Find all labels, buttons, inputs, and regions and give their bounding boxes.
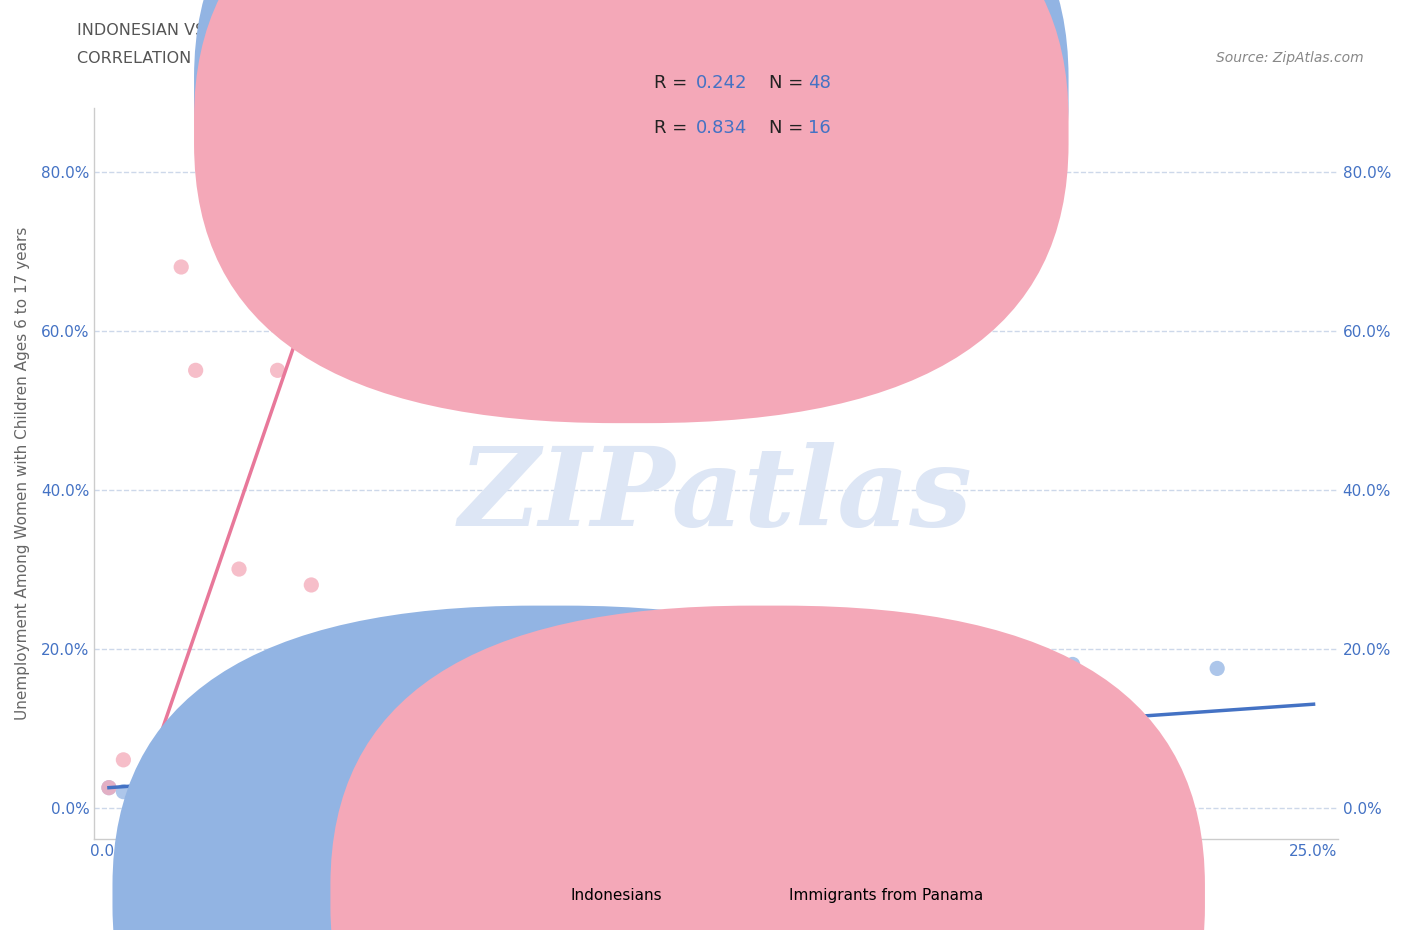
- Point: [603, 756, 626, 771]
- Point: [492, 756, 515, 771]
- Point: [184, 363, 207, 378]
- Point: [228, 761, 250, 776]
- Point: [112, 784, 135, 799]
- Point: [146, 777, 169, 791]
- Text: CORRELATION CHART: CORRELATION CHART: [77, 51, 250, 66]
- Point: [460, 749, 482, 764]
- Point: [387, 204, 409, 219]
- Point: [291, 800, 314, 815]
- Text: 48: 48: [808, 74, 831, 92]
- Text: N =: N =: [769, 119, 808, 137]
- Point: [426, 752, 449, 767]
- Point: [170, 259, 193, 274]
- Point: [299, 777, 322, 791]
- Point: [772, 749, 794, 764]
- Point: [228, 562, 250, 577]
- Point: [555, 744, 578, 759]
- Point: [373, 756, 395, 771]
- Point: [276, 761, 298, 776]
- Point: [444, 756, 467, 771]
- Point: [299, 578, 322, 592]
- Point: [218, 784, 240, 799]
- Point: [315, 784, 337, 799]
- Point: [242, 800, 264, 815]
- Point: [112, 752, 135, 767]
- Point: [156, 777, 179, 791]
- Point: [411, 772, 433, 787]
- Text: Indonesians: Indonesians: [571, 888, 662, 903]
- Point: [1062, 657, 1084, 671]
- Point: [291, 784, 314, 799]
- Point: [508, 772, 530, 787]
- Point: [266, 772, 288, 787]
- Y-axis label: Unemployment Among Women with Children Ages 6 to 17 years: Unemployment Among Women with Children A…: [15, 227, 30, 721]
- Point: [194, 784, 217, 799]
- Point: [821, 657, 844, 671]
- Point: [676, 744, 699, 759]
- Text: Immigrants from Panama: Immigrants from Panama: [789, 888, 983, 903]
- Point: [291, 768, 314, 783]
- Point: [724, 740, 747, 755]
- Point: [218, 772, 240, 787]
- Text: Source: ZipAtlas.com: Source: ZipAtlas.com: [1216, 51, 1364, 65]
- Point: [349, 768, 371, 783]
- Point: [184, 780, 207, 795]
- Point: [1206, 661, 1229, 676]
- Point: [204, 768, 226, 783]
- Text: INDONESIAN VS IMMIGRANTS FROM PANAMA UNEMPLOYMENT AMONG WOMEN WITH CHILDREN AGES: INDONESIAN VS IMMIGRANTS FROM PANAMA UNE…: [77, 23, 1022, 38]
- Point: [434, 768, 457, 783]
- Point: [136, 800, 159, 815]
- Text: 16: 16: [808, 119, 831, 137]
- Point: [266, 363, 288, 378]
- Point: [941, 749, 963, 764]
- Point: [339, 784, 361, 799]
- Point: [339, 780, 361, 795]
- Point: [396, 761, 419, 776]
- Point: [531, 761, 554, 776]
- Point: [242, 777, 264, 791]
- Point: [349, 244, 371, 259]
- Text: R =: R =: [654, 119, 693, 137]
- Point: [218, 705, 240, 720]
- Point: [325, 772, 347, 787]
- Point: [363, 777, 385, 791]
- Point: [97, 780, 120, 795]
- Point: [170, 792, 193, 807]
- Text: 0.834: 0.834: [696, 119, 748, 137]
- Point: [257, 784, 280, 799]
- Point: [194, 800, 217, 815]
- Point: [131, 780, 153, 795]
- Point: [97, 780, 120, 795]
- Text: ZIPatlas: ZIPatlas: [460, 442, 973, 550]
- Text: N =: N =: [769, 74, 808, 92]
- Text: R =: R =: [654, 74, 693, 92]
- Point: [242, 792, 264, 807]
- Point: [627, 737, 650, 751]
- Point: [387, 768, 409, 783]
- Point: [339, 761, 361, 776]
- Point: [579, 744, 602, 759]
- Point: [484, 768, 506, 783]
- Text: 0.242: 0.242: [696, 74, 748, 92]
